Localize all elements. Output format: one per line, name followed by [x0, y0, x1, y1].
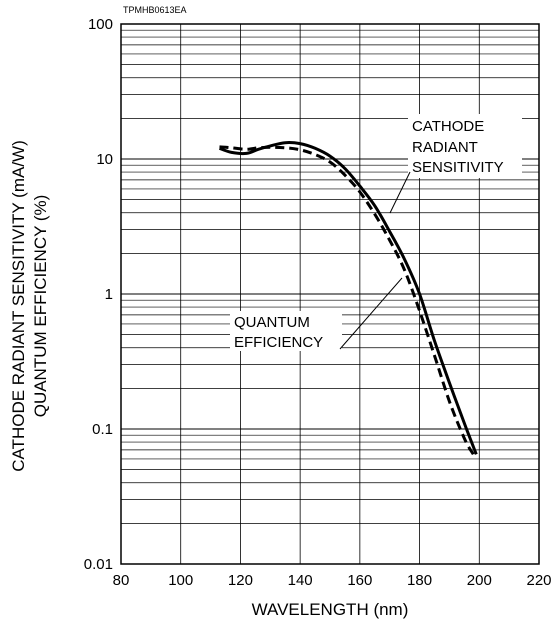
- y-tick-label: 10: [96, 151, 113, 168]
- figure-code: TPMHB0613EA: [123, 5, 187, 15]
- qe-label-line-2: EFFICIENCY: [234, 334, 323, 351]
- grid: [121, 24, 539, 564]
- y-tick-labels: 0.01 0.1 1 10 100: [84, 16, 113, 573]
- x-tick-label: 120: [228, 572, 253, 589]
- x-tick-label: 220: [526, 572, 551, 589]
- y-tick-label: 1: [105, 286, 113, 303]
- cathode-label-line-3: SENSITIVITY: [412, 159, 504, 176]
- x-tick-label: 200: [467, 572, 492, 589]
- x-tick-label: 100: [168, 572, 193, 589]
- plot-frame: [120, 23, 540, 565]
- qe-label-line-1: QUANTUM: [234, 314, 310, 331]
- y-tick-label: 0.01: [84, 556, 113, 573]
- x-axis-title: WAVELENGTH (nm): [252, 600, 409, 619]
- qe-label-box: [230, 311, 342, 351]
- x-tick-labels: 80 100 120 140 160 180 200 220: [113, 572, 552, 589]
- series-layer: [218, 141, 478, 456]
- cathode-label-box: [408, 114, 522, 178]
- y-axis-title-line-1: CATHODE RADIANT SENSITIVITY (mA/W): [9, 140, 28, 472]
- y-tick-label: 0.1: [92, 421, 113, 438]
- y-tick-label: 100: [88, 16, 113, 33]
- y-axis-title-line-2: QUANTUM EFFICIENCY (%): [31, 195, 50, 418]
- x-tick-label: 80: [113, 572, 130, 589]
- cathode-label-line-1: CATHODE: [412, 118, 484, 135]
- series-line-quantum-efficiency: [219, 145, 475, 456]
- cathode-label-line-2: RADIANT: [412, 139, 478, 156]
- x-tick-label: 140: [288, 572, 313, 589]
- series-line-cathode-radiant-sensitivity: [218, 141, 478, 455]
- cathode-leader-line: [389, 171, 411, 214]
- x-tick-label: 180: [407, 572, 432, 589]
- qe-leader-line: [339, 277, 403, 350]
- x-tick-label: 160: [347, 572, 372, 589]
